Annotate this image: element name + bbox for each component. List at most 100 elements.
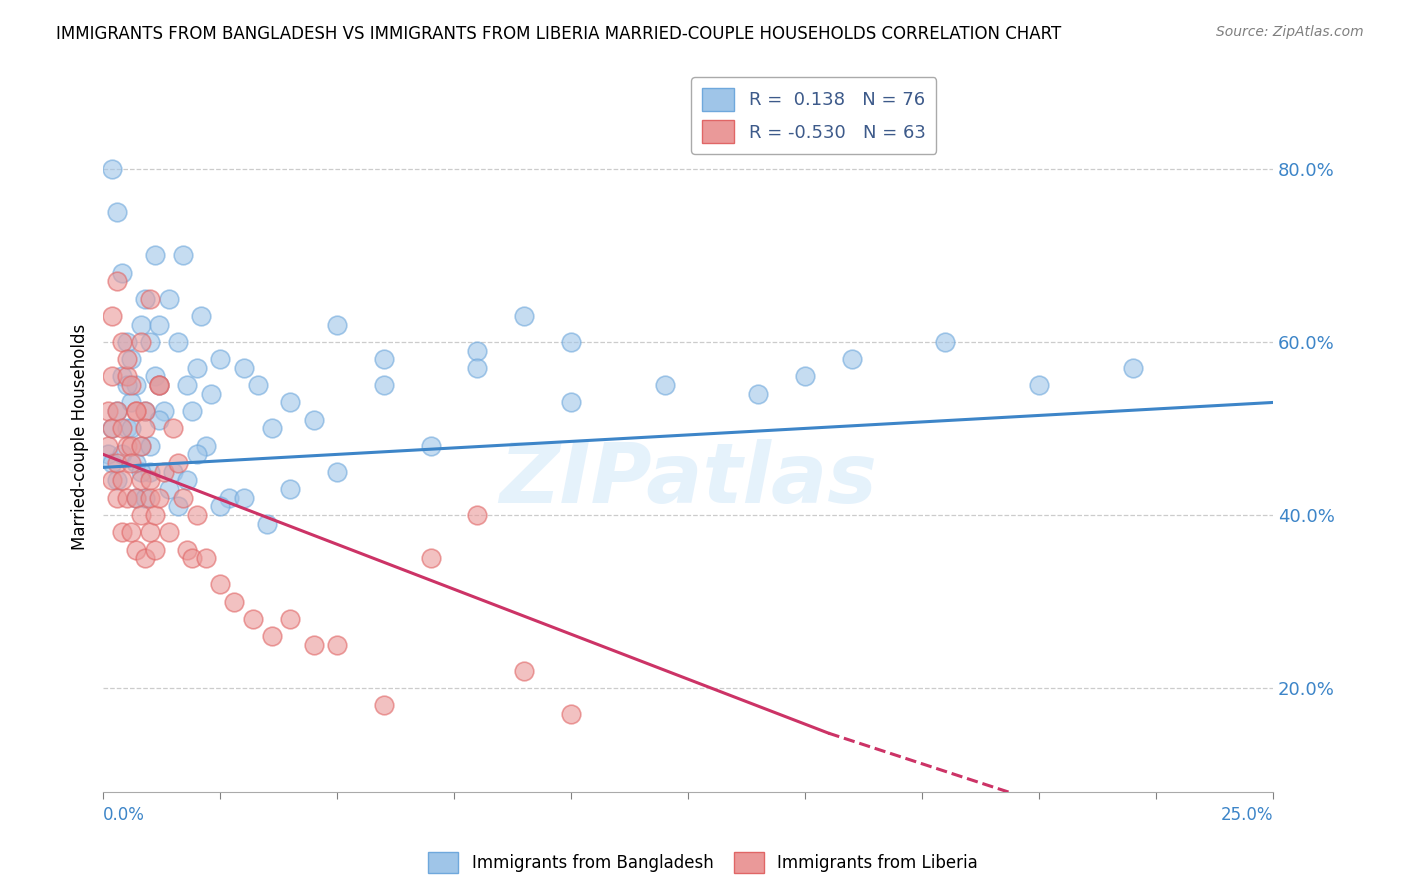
Point [129, 318, 152, 332]
Legend: R =  0.138   N = 76, R = -0.530   N = 63: R = 0.138 N = 76, R = -0.530 N = 63 [690, 77, 936, 154]
Point [747, 386, 769, 401]
Point [232, 491, 254, 505]
Point [115, 421, 138, 435]
Point [162, 465, 184, 479]
Point [143, 508, 166, 522]
Point [467, 360, 489, 375]
Point [120, 456, 142, 470]
Point [120, 395, 142, 409]
Point [181, 404, 204, 418]
Point [278, 395, 301, 409]
Point [195, 551, 218, 566]
Point [157, 525, 180, 540]
Point [190, 309, 212, 323]
Point [125, 456, 148, 470]
Point [1028, 378, 1050, 392]
Point [153, 465, 176, 479]
Point [139, 439, 162, 453]
Point [101, 474, 124, 488]
Point [419, 439, 441, 453]
Text: ZIPatlas: ZIPatlas [499, 439, 877, 520]
Point [111, 369, 134, 384]
Point [97, 447, 120, 461]
Point [143, 369, 166, 384]
Text: 0.0%: 0.0% [103, 806, 145, 824]
Point [176, 474, 198, 488]
Point [934, 334, 956, 349]
Point [260, 421, 283, 435]
Point [105, 274, 128, 288]
Point [101, 421, 124, 435]
Point [111, 266, 134, 280]
Point [148, 318, 170, 332]
Point [467, 508, 489, 522]
Point [278, 612, 301, 626]
Point [111, 474, 134, 488]
Point [172, 491, 194, 505]
Point [115, 439, 138, 453]
Point [560, 334, 582, 349]
Point [373, 378, 395, 392]
Point [105, 456, 128, 470]
Point [105, 404, 128, 418]
Point [186, 508, 208, 522]
Point [209, 500, 232, 514]
Point [129, 508, 152, 522]
Point [134, 404, 156, 418]
Point [97, 404, 120, 418]
Point [115, 352, 138, 367]
Point [134, 551, 156, 566]
Point [105, 491, 128, 505]
Point [139, 525, 162, 540]
Point [105, 474, 128, 488]
Point [111, 421, 134, 435]
Point [120, 352, 142, 367]
Point [242, 612, 264, 626]
Point [172, 248, 194, 262]
Point [467, 343, 489, 358]
Point [125, 491, 148, 505]
Point [373, 352, 395, 367]
Point [232, 360, 254, 375]
Point [148, 378, 170, 392]
Point [125, 404, 148, 418]
Text: IMMIGRANTS FROM BANGLADESH VS IMMIGRANTS FROM LIBERIA MARRIED-COUPLE HOUSEHOLDS : IMMIGRANTS FROM BANGLADESH VS IMMIGRANTS… [56, 25, 1062, 43]
Point [794, 369, 817, 384]
Point [1122, 360, 1144, 375]
Point [134, 404, 156, 418]
Point [105, 404, 128, 418]
Point [326, 465, 349, 479]
Point [419, 551, 441, 566]
Point [129, 439, 152, 453]
Point [139, 491, 162, 505]
Point [560, 707, 582, 722]
Point [143, 542, 166, 557]
Point [139, 292, 162, 306]
Point [326, 318, 349, 332]
Point [101, 369, 124, 384]
Text: Source: ZipAtlas.com: Source: ZipAtlas.com [1216, 25, 1364, 39]
Point [654, 378, 676, 392]
Point [186, 447, 208, 461]
Point [162, 421, 184, 435]
Point [97, 439, 120, 453]
Point [101, 161, 124, 176]
Point [134, 292, 156, 306]
Point [560, 395, 582, 409]
Point [101, 309, 124, 323]
Point [111, 334, 134, 349]
Point [139, 465, 162, 479]
Point [120, 378, 142, 392]
Point [120, 525, 142, 540]
Point [134, 421, 156, 435]
Point [125, 491, 148, 505]
Point [125, 404, 148, 418]
Point [373, 698, 395, 713]
Point [134, 491, 156, 505]
Text: 25.0%: 25.0% [1220, 806, 1272, 824]
Point [148, 413, 170, 427]
Point [218, 491, 240, 505]
Point [115, 334, 138, 349]
Point [209, 352, 232, 367]
Point [256, 516, 278, 531]
